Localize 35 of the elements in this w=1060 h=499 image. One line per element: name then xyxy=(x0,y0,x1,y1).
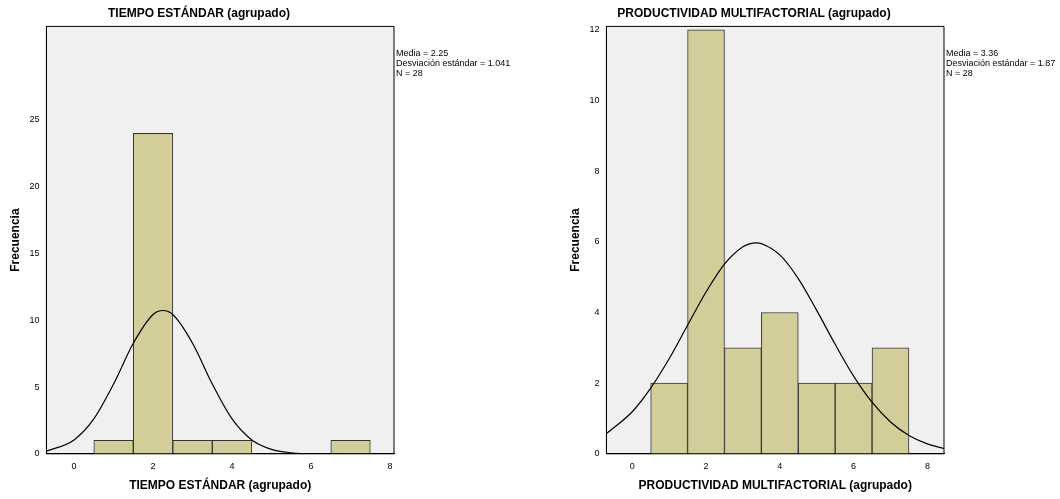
x-tick-label: 0 xyxy=(629,460,635,471)
x-axis-title: TIEMPO ESTÁNDAR (agrupado) xyxy=(129,477,312,493)
x-tick-label: 6 xyxy=(308,460,314,471)
x-tick-label: 8 xyxy=(387,460,393,471)
y-tick-label: 0 xyxy=(34,448,40,459)
x-axis-title: PRODUCTIVIDAD MULTIFACTORIAL (agrupado) xyxy=(638,478,912,493)
text: N = 28 xyxy=(946,68,974,78)
y-tick-label: 10 xyxy=(29,314,40,325)
y-tick-label: 0 xyxy=(594,448,600,459)
y-tick-label: 5 xyxy=(34,381,40,392)
y-tick-label: 15 xyxy=(29,247,40,258)
y-axis-title: Frecuencia xyxy=(7,208,22,272)
y-tick-label: 4 xyxy=(594,307,600,317)
x-tick-label: 2 xyxy=(150,460,156,471)
x-tick-label: 2 xyxy=(703,460,709,471)
y-tick-label: 10 xyxy=(589,95,600,106)
x-tick-label: 4 xyxy=(777,460,783,471)
text: Media = 2.25 xyxy=(396,48,450,58)
y-tick-label: 6 xyxy=(594,236,600,247)
x-tick-label: 6 xyxy=(851,460,857,471)
x-tick-label: 4 xyxy=(229,460,235,471)
chart-title: PRODUCTIVIDAD MULTIFACTORIAL (agrupado) xyxy=(617,5,891,20)
x-tick-label: 0 xyxy=(71,460,77,471)
text: Media = 3.36 xyxy=(946,48,1000,58)
text: N = 28 xyxy=(396,68,424,78)
text: Desviación estándar = 1.041 xyxy=(396,58,511,68)
y-axis-title: Frecuencia xyxy=(567,208,582,272)
y-tick-label: 20 xyxy=(29,181,40,192)
y-tick-label: 8 xyxy=(594,165,600,176)
y-tick-label: 2 xyxy=(594,377,600,388)
y-tick-label: 12 xyxy=(589,24,600,35)
y-tick-label: 25 xyxy=(29,114,40,125)
chart-title: TIEMPO ESTÁNDAR (agrupado) xyxy=(108,4,290,20)
x-tick-label: 8 xyxy=(924,460,930,471)
text: Desviación estándar = 1.87 xyxy=(946,58,1056,68)
